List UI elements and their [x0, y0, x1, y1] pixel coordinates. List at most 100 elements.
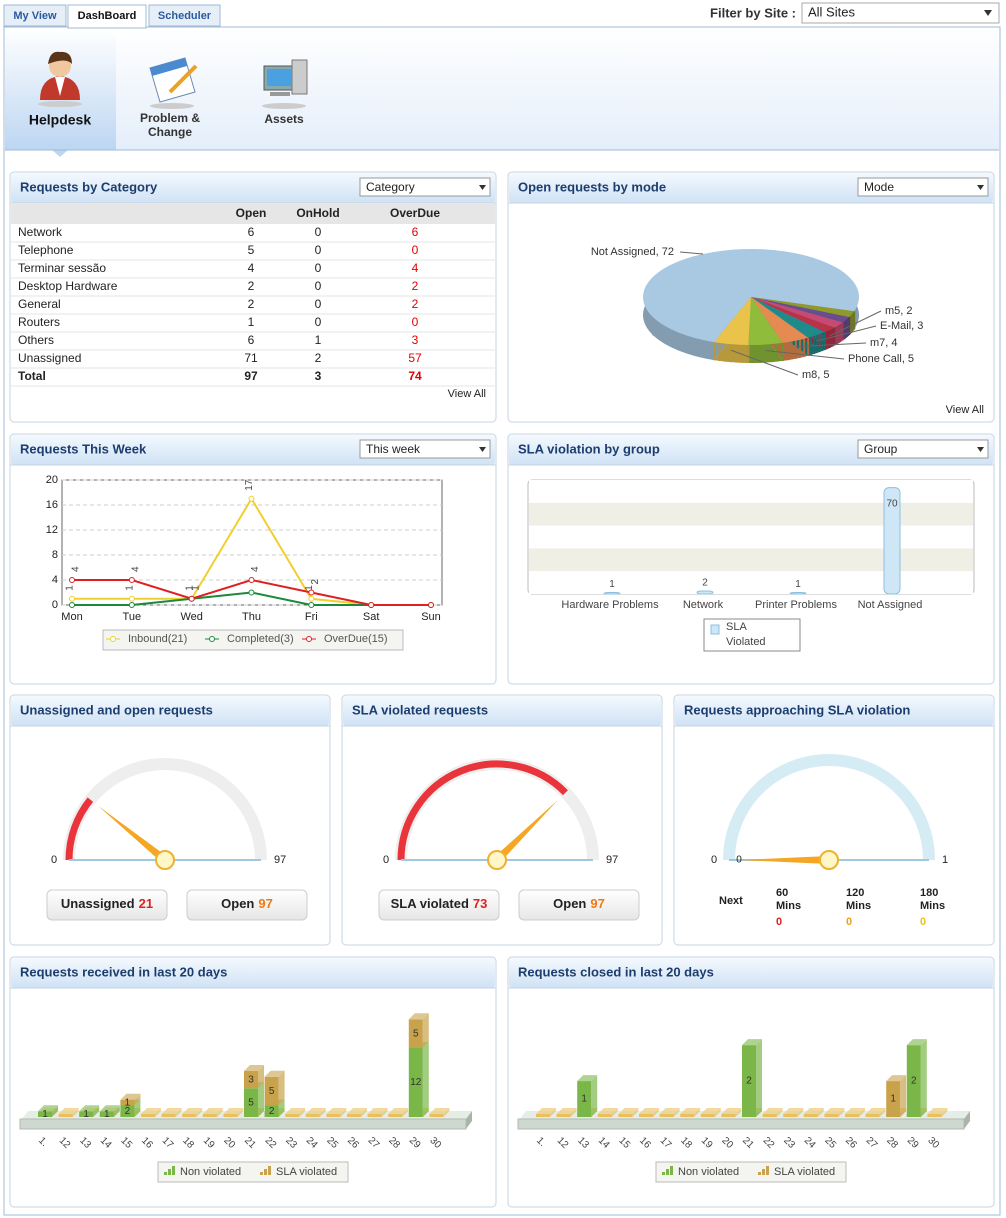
base-box [700, 1108, 721, 1117]
gauge-button-text[interactable]: Open 97 [221, 896, 273, 911]
legend-icon [762, 1169, 765, 1175]
pie-slice [751, 297, 825, 338]
gauge-button-text[interactable]: SLA violated 73 [391, 896, 488, 911]
base-box [182, 1108, 203, 1117]
cell: 2 [248, 297, 255, 311]
tab-label[interactable]: Scheduler [158, 10, 212, 22]
base-box-side [550, 1108, 556, 1117]
slice-label: E-Mail, 3 [880, 320, 923, 332]
panel-select-value[interactable]: Category [366, 180, 415, 194]
gauge-button[interactable] [46, 889, 168, 921]
gauge-track [723, 754, 935, 861]
data-label: 2 [702, 578, 708, 589]
module-label: Problem & Change [139, 111, 200, 139]
leader-line [765, 350, 845, 360]
panel-select-value[interactable]: This week [366, 442, 421, 456]
site-value[interactable]: All Sites [808, 4, 855, 19]
gauge-needle [98, 805, 168, 864]
legend-value: 0 [920, 916, 926, 928]
data-label: 17 [244, 479, 255, 491]
panel-header [509, 958, 993, 988]
platform-side [466, 1111, 472, 1129]
gauge-button[interactable] [186, 889, 308, 921]
column-header: Open [236, 206, 267, 220]
tab[interactable] [67, 4, 147, 29]
x-tick-label: Sun [421, 611, 441, 623]
panel-select[interactable] [359, 439, 491, 459]
module-label: Problem & Change [139, 111, 200, 139]
select-arrow [479, 447, 486, 452]
gauge-button[interactable] [518, 889, 640, 921]
view-all[interactable]: View All [448, 388, 486, 400]
row-label: Network [18, 225, 63, 239]
panel [9, 171, 497, 423]
cell: 0 [315, 261, 322, 275]
base-box-front [367, 1114, 382, 1117]
point [69, 577, 75, 583]
bar-side [113, 1105, 120, 1117]
base-box-side [319, 1108, 326, 1117]
assets-icon[interactable] [262, 59, 308, 109]
panel-select-value[interactable]: Mode [864, 180, 894, 194]
tab[interactable] [3, 4, 67, 27]
base-box-topfill [223, 1108, 244, 1114]
view-all[interactable]: View All [946, 404, 984, 416]
base-box-side [175, 1108, 182, 1117]
base-box-side [237, 1108, 244, 1117]
panel-select-value[interactable]: Group [864, 442, 898, 456]
panel-select[interactable] [857, 177, 989, 197]
bar-side [591, 1075, 598, 1117]
base-box [58, 1108, 79, 1117]
data-label: 2 [269, 1106, 275, 1117]
base-box [783, 1108, 804, 1117]
bar-front [742, 1045, 756, 1117]
select-arrow [479, 185, 486, 190]
base-box-side [570, 1108, 577, 1117]
module-label[interactable]: Assets [264, 112, 304, 126]
problem-icon[interactable] [149, 57, 198, 109]
legend-marker [110, 636, 116, 642]
data-label: 4 [71, 566, 82, 572]
module-label[interactable]: Helpdesk [29, 112, 91, 128]
base-box-side [714, 1108, 721, 1117]
base-box-topfill [721, 1108, 742, 1114]
site-select[interactable] [801, 2, 1000, 24]
gauge-button[interactable] [378, 889, 500, 921]
tab[interactable] [148, 4, 221, 27]
panel-select[interactable] [359, 177, 491, 197]
base-box [845, 1108, 865, 1117]
legend-label: 180 Mins [920, 887, 946, 912]
base-box [141, 1108, 161, 1117]
bar-topfill [886, 1075, 907, 1082]
base-box [762, 1108, 783, 1117]
button-label: Unassigned [61, 896, 135, 911]
gauge-max: 97 [274, 854, 286, 866]
pie-slice [751, 297, 855, 318]
row-label: Routers [18, 315, 60, 329]
data-label: 4 [130, 566, 141, 572]
gauge-button-text[interactable]: Unassigned 21 [61, 896, 153, 911]
cell: 3 [315, 369, 322, 383]
panel-select[interactable] [857, 439, 989, 459]
tab-label[interactable]: DashBoard [78, 10, 137, 22]
legend [102, 629, 404, 651]
helpdesk-icon[interactable] [38, 51, 82, 107]
base-box-side [653, 1108, 659, 1117]
base-box-front [659, 1114, 674, 1117]
base-box-side [299, 1108, 306, 1117]
bar-front [79, 1111, 94, 1117]
base-box-topfill [58, 1108, 79, 1114]
base-box [556, 1108, 577, 1117]
gauge-button-text[interactable]: Open 97 [553, 896, 605, 911]
pie-slice [751, 297, 850, 323]
cell: 0 [412, 243, 419, 257]
base-box-front [223, 1114, 238, 1117]
tab-label[interactable]: My View [13, 10, 57, 22]
bar-topfill [906, 1039, 927, 1046]
bar [99, 1105, 120, 1117]
cell: 6 [248, 225, 255, 239]
base-box-front [845, 1114, 859, 1117]
platform-front [19, 1118, 467, 1130]
gauge-hub [819, 850, 839, 870]
